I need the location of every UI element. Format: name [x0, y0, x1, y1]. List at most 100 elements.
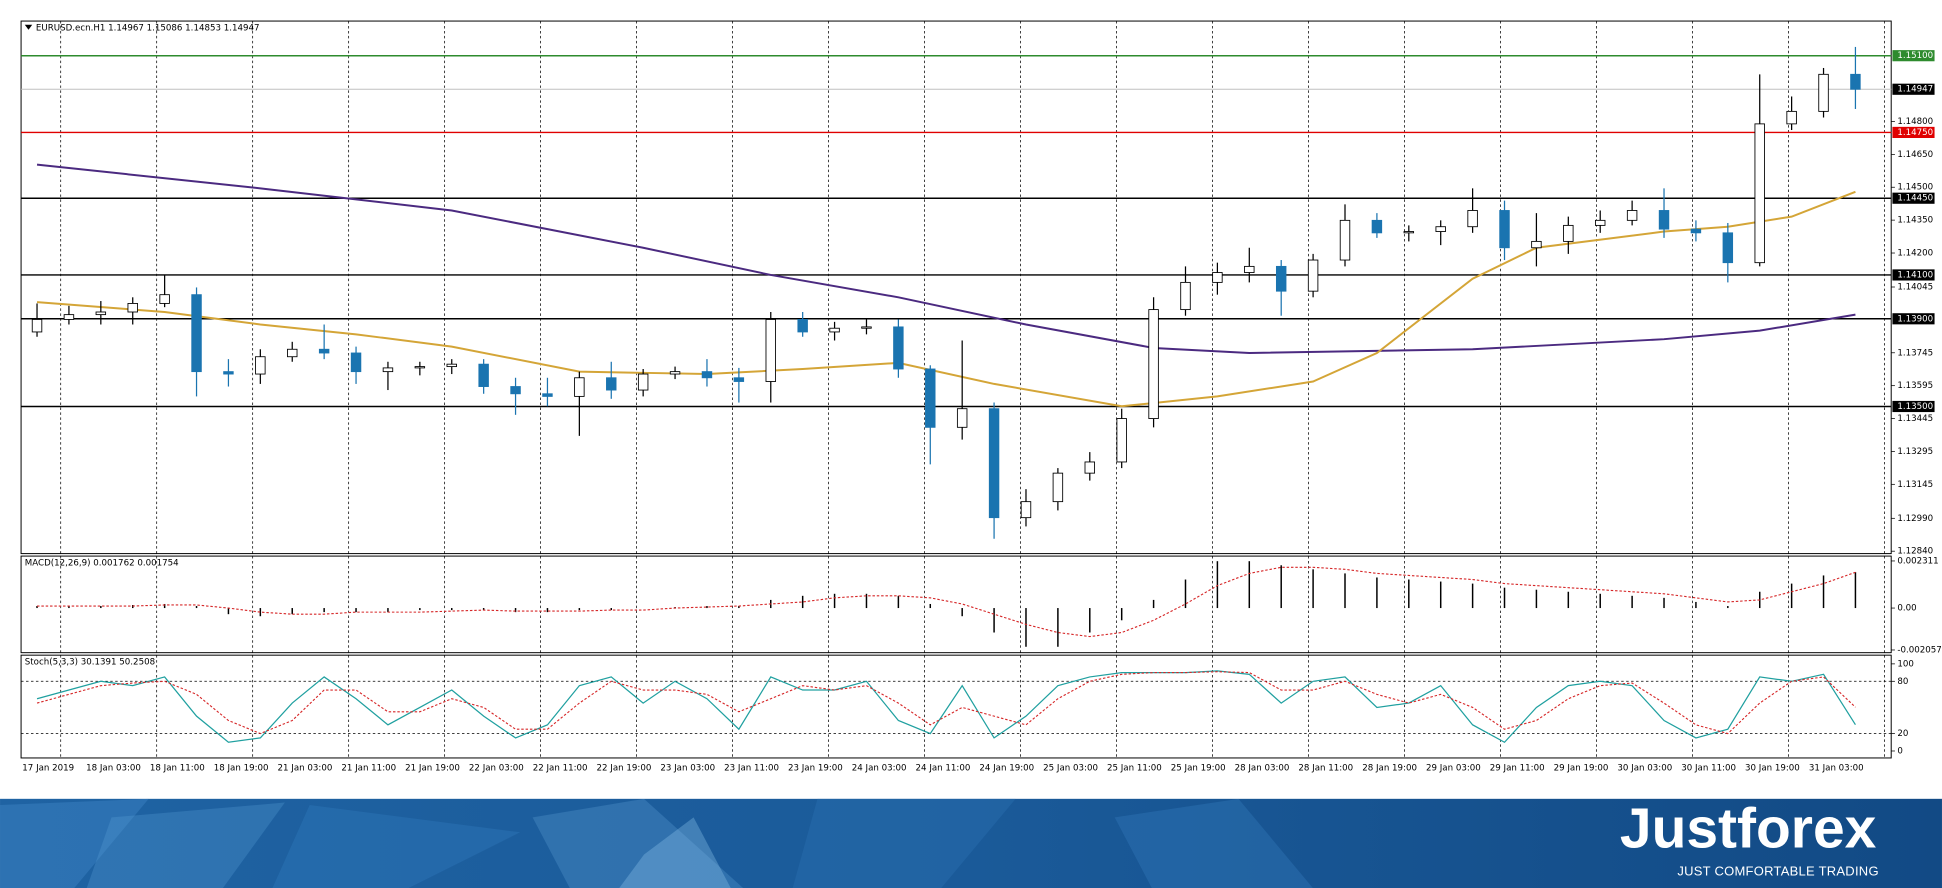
candle-body [542, 393, 553, 397]
stoch-signal [36, 671, 1856, 735]
candle-body [159, 294, 170, 304]
level-label-box [1892, 126, 1935, 139]
x-tick-label: 29 Jan 19:00 [1554, 763, 1609, 773]
x-tick-label: 18 Jan 03:00 [86, 763, 141, 773]
price-label-box [1892, 83, 1935, 95]
candle-body [1786, 110, 1797, 125]
x-tick-label: 28 Jan 03:00 [1235, 763, 1290, 773]
candle-body [127, 303, 138, 313]
candle-body [478, 363, 489, 387]
x-tick-label: 21 Jan 03:00 [278, 763, 333, 773]
y-tick-label: 20 [1897, 729, 1908, 739]
candle-body [893, 326, 904, 370]
decor [86, 802, 285, 888]
candle-body [1435, 226, 1446, 232]
level-label: 1.13500 [1897, 402, 1933, 412]
candle-body [223, 371, 234, 375]
x-tick-label: 30 Jan 03:00 [1617, 763, 1672, 773]
candle-body [1467, 210, 1478, 228]
panel [20, 654, 1892, 759]
candle-body [1818, 73, 1829, 112]
x-tick-label: 24 Jan 19:00 [979, 763, 1034, 773]
candle-body [1403, 231, 1415, 234]
panel-title: MACD(12,26,9) 0.001762 0.001754 [25, 558, 179, 568]
x-tick-label: 29 Jan 03:00 [1426, 763, 1481, 773]
x-tick-label: 24 Jan 11:00 [916, 763, 971, 773]
x-tick-label: 21 Jan 11:00 [341, 763, 396, 773]
y-tick-label: 1.14500 [1897, 183, 1933, 193]
y-tick-label: 1.13445 [1897, 414, 1933, 424]
decor [0, 798, 149, 888]
decor [272, 805, 521, 888]
candle-body [1116, 418, 1127, 463]
candle-body [1052, 472, 1064, 503]
candle-body [637, 373, 649, 391]
y-tick-label: 1.14045 [1897, 283, 1933, 293]
candle-body [350, 352, 362, 373]
panel [20, 555, 1892, 654]
candle-body [956, 408, 968, 428]
x-tick-label: 23 Jan 11:00 [724, 763, 779, 773]
y-tick-label: 0.002311 [1897, 556, 1938, 566]
moving-average [36, 163, 1856, 354]
decor [619, 817, 731, 888]
candle-body [510, 386, 521, 395]
candle-body [988, 408, 1000, 519]
candle-body [1244, 265, 1255, 273]
y-tick-label: 1.14350 [1897, 216, 1933, 226]
x-tick-label: 30 Jan 19:00 [1745, 763, 1800, 773]
candle-body [1722, 232, 1734, 264]
y-tick-label: 80 [1897, 677, 1908, 687]
y-tick-label: 1.12990 [1897, 514, 1933, 524]
candle-body [606, 377, 617, 391]
candle-body [1850, 73, 1861, 90]
candle-body [1084, 461, 1096, 474]
panel [20, 20, 1892, 555]
y-tick-label: 1.14200 [1897, 249, 1933, 259]
moving-average [36, 190, 1856, 408]
y-tick-label: 0 [1897, 746, 1903, 756]
y-tick-label: 1.12840 [1897, 547, 1933, 557]
x-tick-label: 29 Jan 11:00 [1490, 763, 1545, 773]
title-arrow [24, 24, 33, 30]
decor [532, 798, 744, 888]
stoch-main [36, 670, 1856, 744]
x-tick-label: 17 Jan 2019 [22, 763, 74, 773]
candle-body [669, 371, 681, 375]
candle-body [414, 366, 426, 369]
candle-body [1595, 219, 1606, 226]
x-tick-label: 22 Jan 19:00 [597, 763, 652, 773]
candle-body [574, 377, 585, 397]
y-tick-label: 1.13595 [1897, 381, 1933, 391]
x-tick-label: 28 Jan 19:00 [1362, 763, 1417, 773]
candle-body [861, 326, 872, 329]
y-tick-label: 1.13295 [1897, 447, 1933, 457]
x-tick-label: 25 Jan 03:00 [1043, 763, 1098, 773]
x-tick-label: 21 Jan 19:00 [405, 763, 460, 773]
candle-body [1626, 210, 1638, 221]
y-tick-label: 0.00 [1897, 604, 1916, 614]
candle-body [797, 319, 808, 333]
level-label-box [1892, 269, 1935, 281]
y-tick-label: 1.13745 [1897, 348, 1933, 358]
x-tick-label: 22 Jan 11:00 [533, 763, 588, 773]
x-tick-label: 23 Jan 03:00 [660, 763, 715, 773]
level-label: 1.13900 [1897, 314, 1933, 324]
y-tick-label: 100 [1897, 659, 1914, 669]
x-tick-label: 23 Jan 19:00 [788, 763, 843, 773]
panel-title: Stoch(5,3,3) 30.1391 50.2508 [25, 657, 155, 667]
level-label-box [1892, 400, 1935, 413]
candle-body [1020, 501, 1032, 519]
x-tick-label: 28 Jan 11:00 [1298, 763, 1353, 773]
level-label: 1.14750 [1897, 128, 1933, 138]
candle-body [1531, 240, 1542, 249]
price-label: 1.14947 [1897, 85, 1933, 95]
candle-body [1275, 265, 1287, 292]
level-label: 1.14450 [1897, 194, 1933, 204]
x-tick-label: 18 Jan 19:00 [214, 763, 269, 773]
candle-body [318, 348, 330, 354]
candle-body [191, 294, 202, 373]
level-label-box [1892, 50, 1935, 62]
candle-body [1499, 210, 1510, 249]
